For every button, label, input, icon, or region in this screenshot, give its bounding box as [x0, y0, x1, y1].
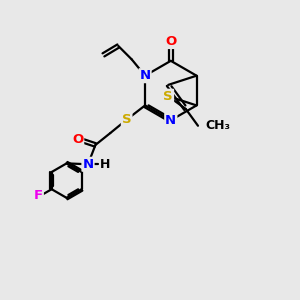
Text: N: N: [82, 158, 94, 171]
Text: N: N: [165, 114, 176, 127]
Text: S: S: [164, 90, 173, 103]
Text: O: O: [72, 133, 83, 146]
Text: F: F: [34, 189, 43, 202]
Text: H: H: [100, 158, 110, 171]
Text: O: O: [165, 35, 176, 48]
Text: N: N: [140, 69, 151, 82]
Text: S: S: [122, 113, 131, 126]
Text: CH₃: CH₃: [206, 119, 230, 132]
